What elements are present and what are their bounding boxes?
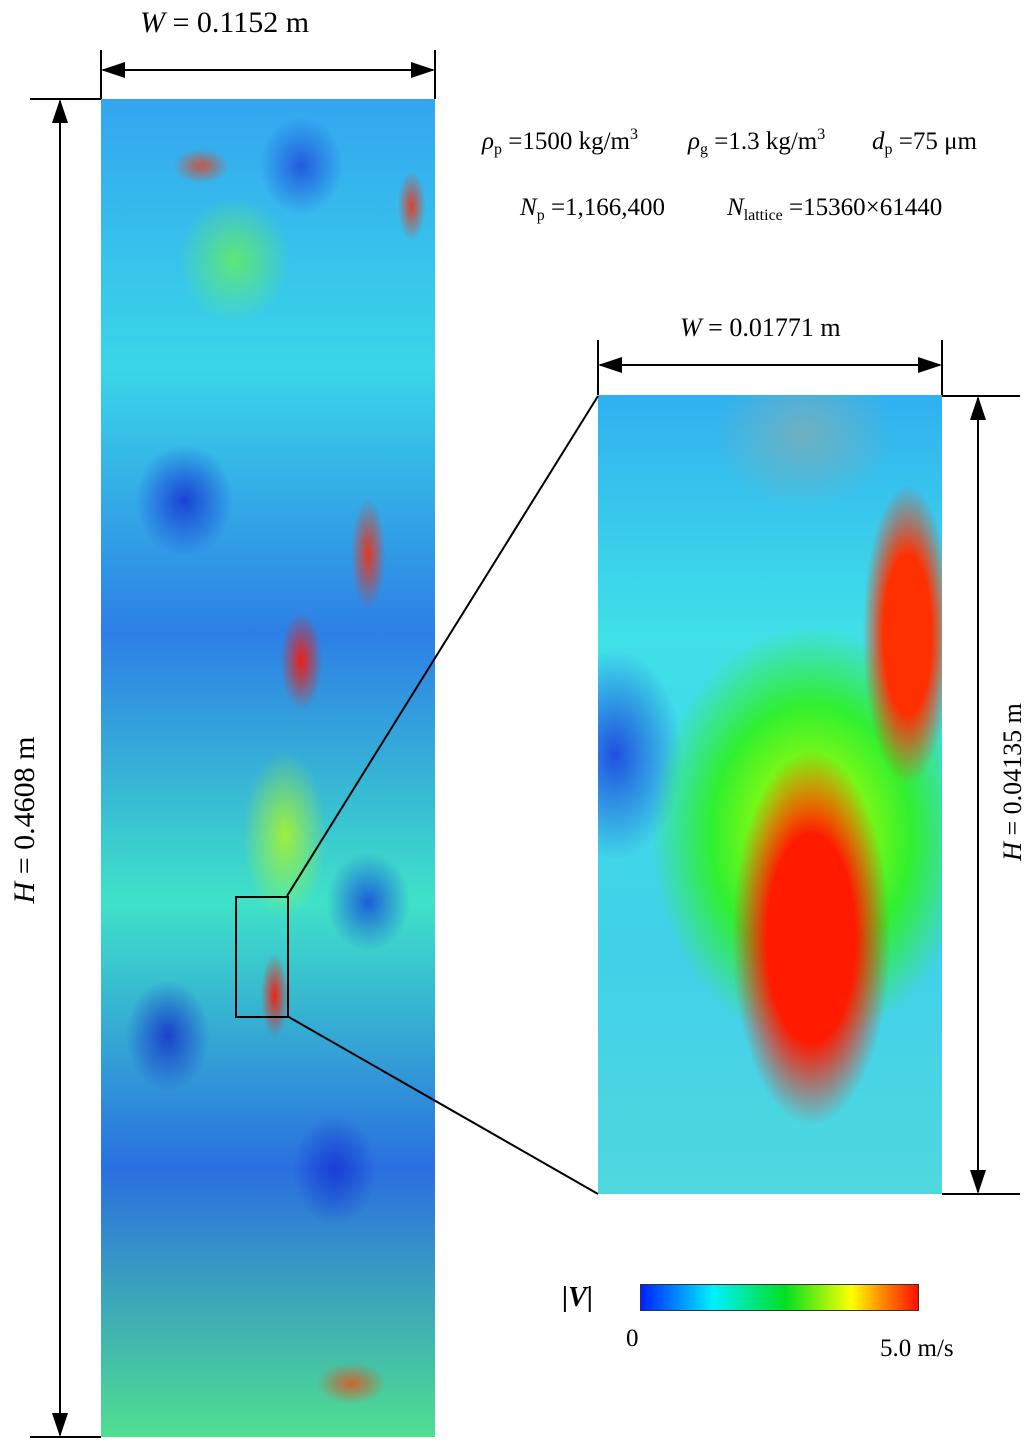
param-d-p: dp =75 μm (872, 128, 977, 158)
velocity-field-zoomed (598, 395, 942, 1194)
param-rho-g: ρg =1.3 kg/m3 (688, 126, 826, 158)
domain-height-label: H = 0.4608 m (8, 736, 41, 904)
colorbar-label: |V| (562, 1282, 594, 1313)
colorbar-max-label: 5.0 m/s (880, 1335, 954, 1362)
param-n-lattice: Nlattice =15360×61440 (727, 194, 943, 224)
domain-width-label: W = 0.1152 m (140, 6, 310, 39)
zoom-width-label: W = 0.01771 m (680, 313, 841, 342)
colorbar (640, 1284, 919, 1311)
velocity-field-full-domain (101, 99, 435, 1437)
zoom-region-box (235, 896, 289, 1018)
param-n-p: Np =1,166,400 (520, 194, 666, 224)
colorbar-min-label: 0 (626, 1325, 639, 1352)
param-rho-p: ρp =1500 kg/m3 (482, 126, 638, 158)
zoom-height-label: H = 0.04135 m (998, 703, 1027, 861)
